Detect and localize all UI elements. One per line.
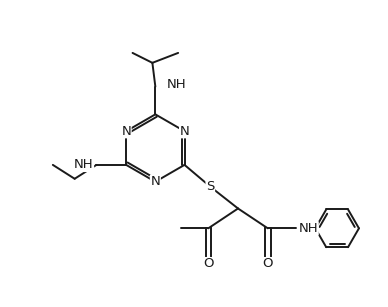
Text: S: S	[206, 180, 215, 193]
Text: N: N	[121, 125, 131, 138]
Text: NH: NH	[298, 222, 318, 235]
Text: N: N	[151, 175, 160, 188]
Text: O: O	[263, 258, 273, 270]
Text: O: O	[203, 258, 213, 270]
Text: NH: NH	[74, 158, 94, 171]
Text: N: N	[180, 125, 189, 138]
Text: NH: NH	[166, 78, 186, 91]
